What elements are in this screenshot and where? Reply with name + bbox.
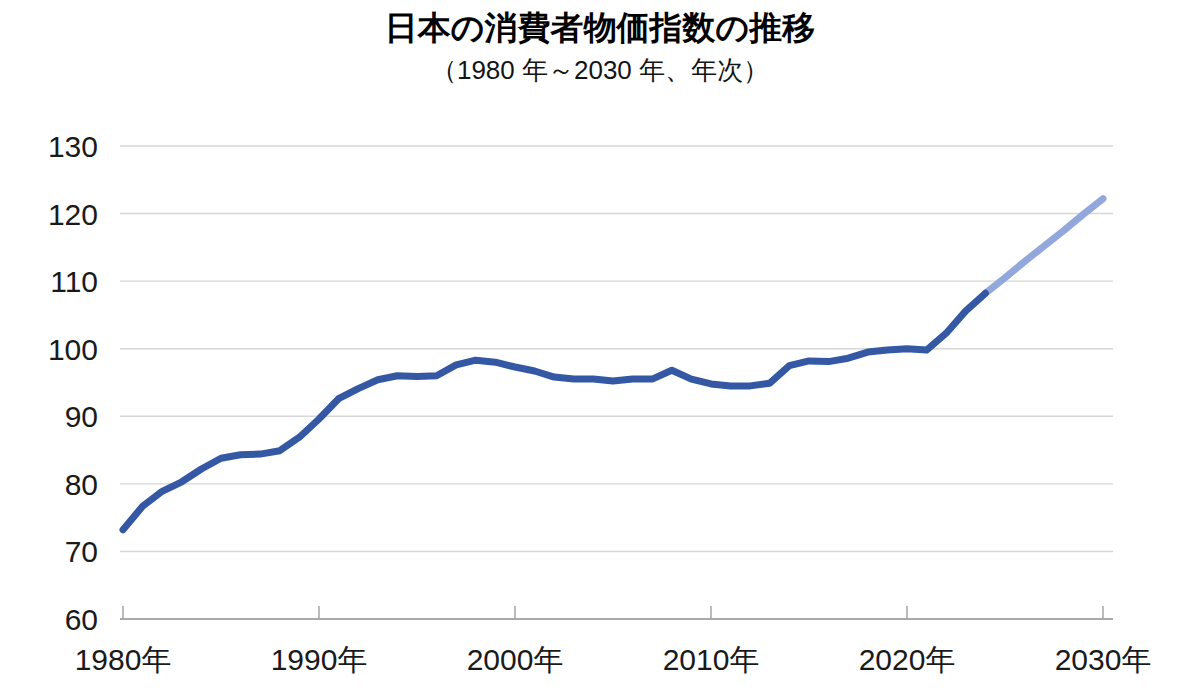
y-axis-tick-label: 100 (0, 332, 98, 368)
x-axis-tick-label: 1980年 (53, 642, 193, 678)
y-axis-tick-label: 110 (0, 264, 98, 300)
y-axis-tick-label: 120 (0, 197, 98, 233)
cpi-chart-page: 日本の消費者物価指数の推移 （1980 年～2030 年、年次） 6070809… (0, 0, 1200, 700)
x-axis-tick-label: 2030年 (1033, 642, 1173, 678)
x-axis-tick-label: 1990年 (249, 642, 389, 678)
x-axis-tick-label: 2010年 (641, 642, 781, 678)
y-axis-tick-label: 80 (0, 467, 98, 503)
y-axis-tick-label: 70 (0, 534, 98, 570)
y-axis-tick-label: 60 (0, 602, 98, 638)
cpi-actual-line (123, 293, 985, 530)
chart-canvas (0, 0, 1200, 700)
x-axis-tick-label: 2000年 (445, 642, 585, 678)
y-axis-tick-label: 90 (0, 399, 98, 435)
cpi-line-chart: 60 70 80 90 100 110 120 130 1980年 1990年 2000年 2010… (0, 0, 1200, 700)
y-axis-tick-label: 130 (0, 129, 98, 165)
x-axis-tick-label: 2020年 (837, 642, 977, 678)
